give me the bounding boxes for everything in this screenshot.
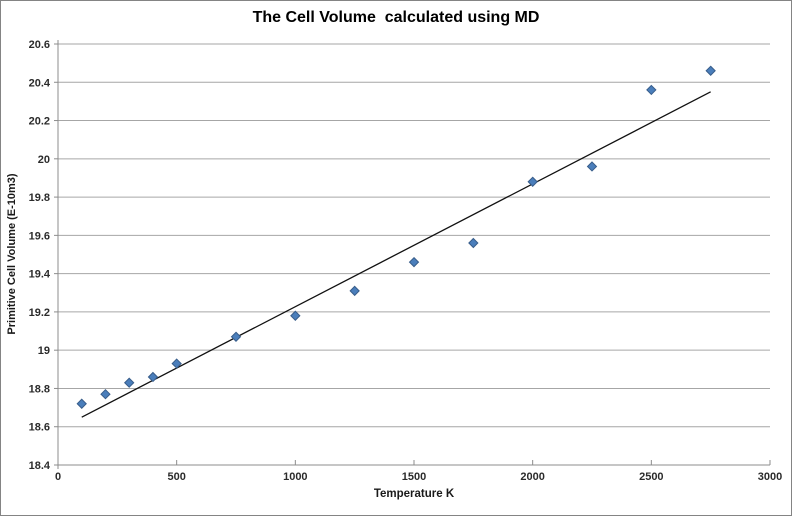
y-tick-label: 19.8 [29,192,50,204]
y-tick-label: 19.6 [29,230,50,242]
data-point-marker [408,256,420,268]
y-tick-label: 19.4 [29,269,51,281]
data-point-marker [76,398,87,409]
chart-title: The Cell Volume calculated using MD [252,9,540,26]
data-point-marker [290,310,301,321]
x-tick-label: 3000 [758,471,782,483]
data-point-marker [468,237,479,249]
y-tick-label: 18.6 [29,422,50,434]
x-tick-label: 2000 [520,471,544,483]
data-point-marker [586,161,598,172]
x-tick-label: 0 [55,471,61,483]
data-point-marker [147,371,159,383]
data-point-marker [100,388,111,400]
data-point-marker [527,176,538,187]
y-tick-label: 19.2 [29,307,50,319]
trend-line [81,91,711,418]
data-point-marker [230,331,242,342]
data-point-marker [646,84,657,96]
data-point-marker [171,358,182,369]
data-point-marker [123,377,135,388]
y-tick-label: 20 [38,154,50,166]
data-point-marker [349,285,360,297]
x-tick-label: 2500 [639,471,663,483]
y-tick-label: 18.4 [29,460,51,472]
y-tick-label: 20.2 [29,116,50,128]
y-tick-label: 19 [38,345,50,357]
x-tick-label: 500 [167,471,185,483]
y-tick-label: 20.4 [29,77,51,89]
y-tick-label: 18.8 [29,383,50,395]
data-point-marker [705,65,716,76]
x-tick-label: 1000 [283,471,307,483]
x-tick-label: 1500 [402,471,426,483]
x-axis-title: Temperature K [373,488,455,500]
y-tick-label: 20.6 [29,39,50,51]
